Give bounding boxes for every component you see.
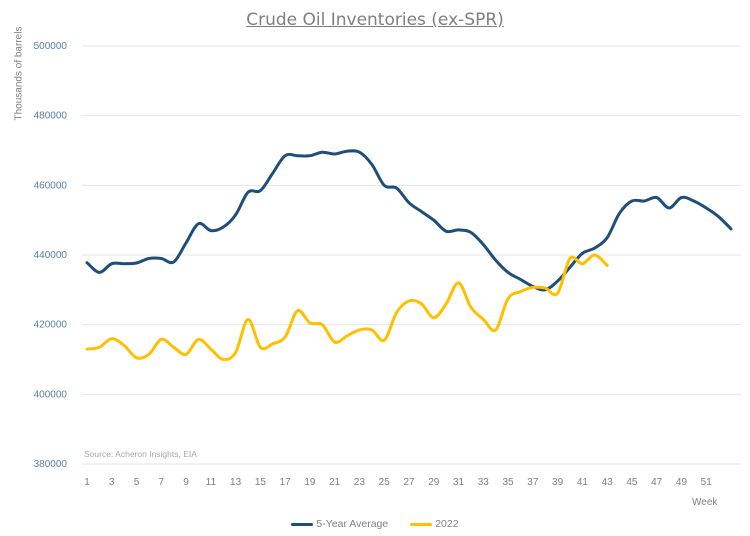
x-tick-label: 37 <box>527 477 539 488</box>
legend-swatch-2022 <box>410 522 433 526</box>
y-tick-label: 380000 <box>34 459 68 470</box>
x-tick-label: 39 <box>552 477 564 488</box>
x-tick-label: 25 <box>379 477 391 488</box>
y-tick-label: 420000 <box>34 320 68 331</box>
x-tick-label: 45 <box>626 477 638 488</box>
y-tick-label: 440000 <box>34 250 68 261</box>
x-tick-label: 47 <box>651 477 663 488</box>
x-tick-label: 5 <box>134 477 140 488</box>
x-tick-label: 49 <box>676 477 688 488</box>
x-axis-ticks: 1 3 5 7 9 11 13 15 17 19 21 23 25 27 29 31 33 35 37 39 41 43 4… <box>84 477 712 488</box>
x-axis-label: Week <box>692 497 718 508</box>
y-tick-label: 480000 <box>34 111 68 122</box>
x-tick-label: 51 <box>701 477 713 488</box>
series-line-2022 <box>85 253 609 362</box>
series-line-5-year-average <box>85 149 733 292</box>
x-tick-label: 19 <box>304 477 316 488</box>
x-tick-label: 27 <box>403 477 415 488</box>
legend-label-2022: 2022 <box>435 518 459 530</box>
x-tick-label: 9 <box>183 477 189 488</box>
x-tick-label: 29 <box>428 477 440 488</box>
x-tick-label: 31 <box>453 477 465 488</box>
legend: 5-Year Average 2022 <box>0 518 750 530</box>
y-axis-label: Thousands of barrels <box>13 26 25 121</box>
source-note: Source: Acheron Insights, EIA <box>84 449 197 459</box>
x-tick-label: 43 <box>602 477 614 488</box>
series-lines <box>85 149 733 362</box>
x-tick-label: 7 <box>159 477 165 488</box>
x-tick-label: 35 <box>503 477 515 488</box>
x-tick-label: 1 <box>84 477 90 488</box>
x-tick-label: 11 <box>206 477 217 488</box>
y-tick-label: 500000 <box>34 41 68 52</box>
chart-title: Crude Oil Inventories (ex-SPR) <box>246 10 504 30</box>
x-tick-label: 13 <box>230 477 242 488</box>
legend-item-2022: 2022 <box>410 518 459 530</box>
legend-swatch-5yr-average <box>291 522 314 526</box>
y-tick-label: 460000 <box>34 180 68 191</box>
x-tick-label: 15 <box>255 477 267 488</box>
x-tick-label: 33 <box>478 477 490 488</box>
legend-label-5yr-average: 5-Year Average <box>316 518 389 530</box>
x-tick-label: 41 <box>577 477 589 488</box>
x-tick-label: 17 <box>280 477 292 488</box>
y-axis-ticks: 380000 400000 420000 440000 460000 480000 5000… <box>34 41 68 470</box>
gridlines <box>82 45 741 465</box>
x-tick-label: 3 <box>109 477 115 488</box>
y-tick-label: 400000 <box>34 389 68 400</box>
legend-item-5yr-average: 5-Year Average <box>291 518 388 530</box>
x-tick-label: 23 <box>354 477 366 488</box>
x-tick-label: 21 <box>329 477 341 488</box>
